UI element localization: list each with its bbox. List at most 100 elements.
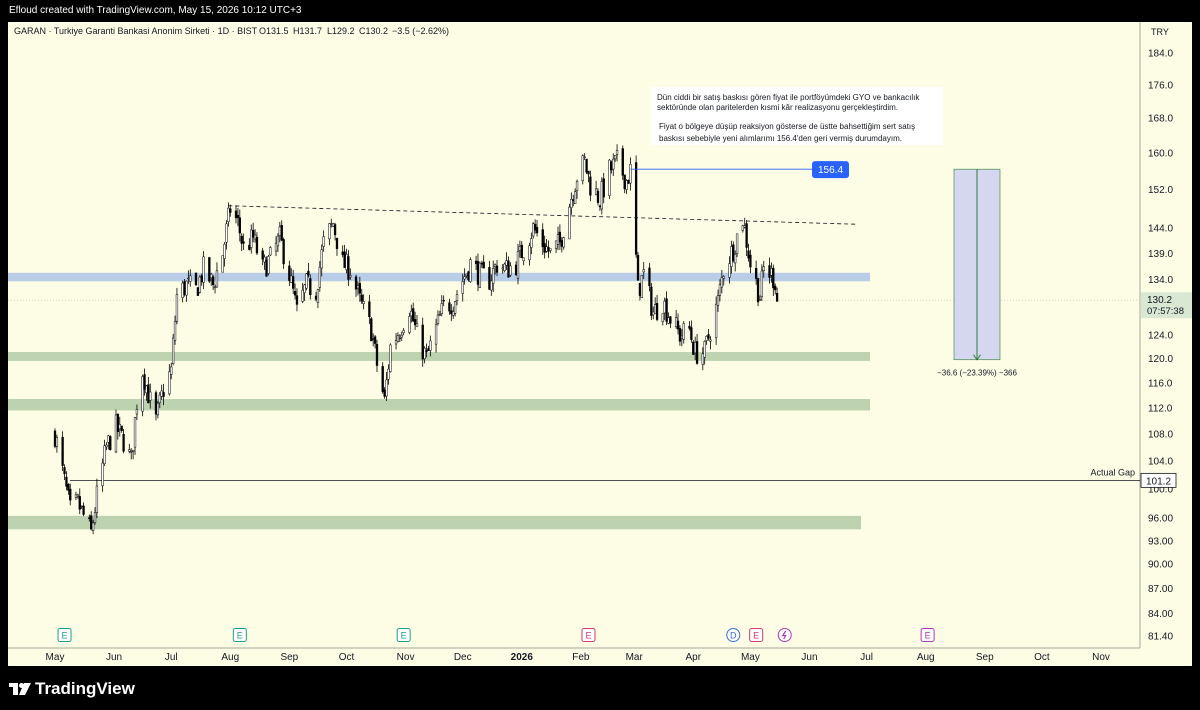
candle-body: [575, 180, 579, 191]
candle-body: [429, 340, 432, 351]
earnings-icon: [396, 628, 411, 642]
dividend-icon: [726, 628, 741, 642]
candle-body: [661, 313, 664, 322]
annotation-line: Fiyat o bölgeye düşüp reaksiyon gösterse…: [659, 122, 915, 131]
candle-body: [116, 414, 120, 432]
candle-body: [469, 259, 472, 282]
earnings-icon: [232, 628, 247, 642]
candle-body: [250, 229, 253, 248]
event-marker: E: [57, 628, 72, 642]
candle-body: [741, 225, 744, 231]
candle-body: [532, 223, 535, 237]
candle-body: [383, 389, 386, 397]
currency-label: TRY: [1151, 27, 1169, 37]
candle-body: [410, 310, 413, 317]
candle-body: [482, 261, 485, 269]
candle-body: [714, 303, 718, 338]
candle-body: [415, 323, 419, 327]
candle-body: [78, 496, 81, 510]
candle-body: [314, 295, 318, 300]
candle-body: [596, 191, 600, 203]
x-tick-label: Oct: [339, 652, 355, 663]
candle-body: [332, 223, 335, 227]
candle-body: [772, 267, 775, 289]
candle-body: [67, 483, 70, 491]
candle-body: [530, 238, 533, 248]
candle-body: [669, 316, 672, 324]
candle-body: [202, 256, 205, 283]
candle-body: [373, 336, 377, 344]
candle-body: [610, 161, 613, 171]
x-tick-label: Jun: [106, 652, 122, 663]
candle-body: [440, 303, 443, 314]
candle-body: [213, 286, 217, 289]
countdown-label: 07:57:38: [1147, 306, 1184, 317]
x-tick-label: Jul: [165, 652, 178, 663]
candle-body: [627, 180, 630, 184]
candle-body: [242, 241, 245, 244]
candle-body: [122, 434, 125, 452]
ohlc-close: C130.2: [359, 26, 388, 36]
candle-body: [53, 430, 57, 447]
candle-body: [678, 328, 682, 342]
candle-body: [370, 318, 373, 342]
candle-body: [638, 282, 642, 296]
candle-body: [360, 294, 363, 302]
candle-body: [621, 148, 624, 176]
candle-body: [652, 311, 655, 316]
candle-body: [253, 234, 257, 240]
y-tick-label: 134.0: [1148, 275, 1173, 286]
candle-body: [330, 223, 333, 225]
candle-body: [518, 246, 522, 251]
candle-body: [131, 449, 135, 452]
y-tick-label: 124.0: [1148, 331, 1173, 342]
y-tick-label: 100.0: [1148, 484, 1173, 495]
candle-body: [747, 250, 750, 259]
candle-body: [556, 234, 560, 245]
candle-body: [572, 199, 575, 202]
support-zone-95: [8, 515, 861, 530]
candle-body: [450, 310, 453, 315]
candle-body: [65, 476, 68, 487]
candle-body: [267, 256, 270, 274]
candle-body: [307, 270, 310, 276]
candle-body: [720, 277, 723, 288]
candle-body: [648, 267, 651, 287]
candle-body: [160, 390, 163, 397]
candle-body: [276, 235, 280, 247]
candle-body: [156, 402, 160, 416]
candle-body: [745, 223, 748, 248]
candle-body: [734, 254, 737, 264]
candle-body: [185, 280, 188, 296]
candle-body: [503, 263, 506, 271]
y-tick-label: 116.0: [1148, 378, 1173, 389]
candle-body: [514, 264, 518, 276]
candle-body: [703, 341, 706, 358]
candle-body: [709, 339, 712, 342]
candle-body: [221, 255, 224, 273]
candle-body: [385, 379, 388, 397]
candle-body: [265, 259, 268, 277]
candle-body: [345, 253, 348, 270]
bottom-bar: [0, 666, 1200, 710]
chart-title: GARAN · Turkiye Garanti Bankasi Anonim S…: [14, 26, 258, 36]
ohlc-change: −3.5 (−2.62%): [392, 26, 449, 36]
candle-body: [145, 385, 148, 394]
candle-body: [408, 316, 411, 333]
candle-body: [650, 286, 653, 316]
candle-body: [292, 276, 295, 289]
candle-body: [602, 178, 605, 198]
candle-body: [91, 522, 95, 531]
candle-body: [600, 181, 603, 210]
candle-body: [705, 336, 708, 341]
candle-body: [396, 335, 400, 342]
candle-body: [615, 150, 619, 155]
candle-body: [516, 251, 520, 279]
y-tick-label: 184.0: [1148, 49, 1173, 60]
x-tick-label: Mar: [626, 652, 644, 663]
x-tick-label: 2026: [511, 652, 534, 663]
candle-body: [375, 344, 379, 366]
candle-body: [463, 276, 466, 280]
y-tick-label: 96.00: [1148, 514, 1173, 525]
